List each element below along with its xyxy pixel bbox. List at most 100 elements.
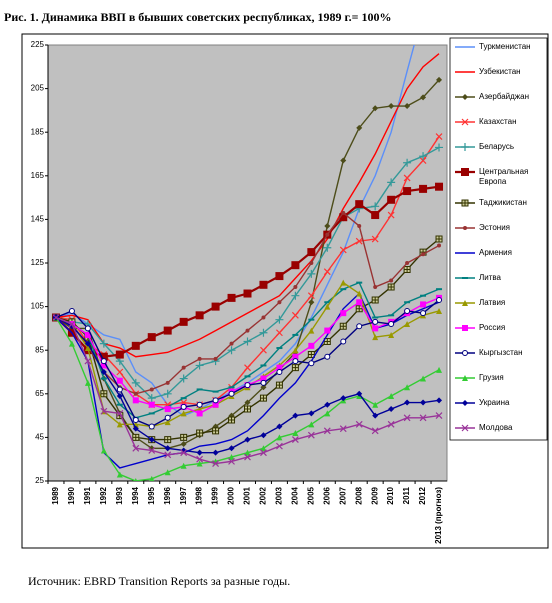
marker: [261, 315, 266, 320]
marker: [403, 266, 411, 274]
marker: [228, 454, 235, 461]
x-tick-label: 2007: [338, 486, 347, 504]
marker: [179, 317, 188, 326]
marker: [147, 333, 156, 342]
marker: [340, 338, 347, 345]
marker: [371, 202, 380, 211]
marker: [339, 425, 347, 433]
marker: [356, 299, 363, 306]
marker: [404, 307, 411, 314]
marker: [323, 268, 331, 276]
x-tick-label: 2005: [306, 486, 315, 504]
marker: [195, 311, 204, 320]
marker: [462, 94, 468, 100]
marker: [99, 352, 108, 361]
x-tick-label: 1999: [211, 486, 220, 504]
marker: [260, 384, 267, 391]
marker: [420, 301, 427, 308]
marker: [307, 292, 315, 300]
marker: [100, 390, 108, 398]
marker: [275, 315, 284, 324]
x-tick-label: 2008: [354, 486, 363, 504]
marker: [116, 409, 124, 417]
marker: [100, 369, 107, 375]
marker: [389, 278, 394, 283]
marker: [421, 252, 426, 257]
marker: [420, 310, 427, 317]
marker: [340, 395, 347, 402]
x-tick-label: 1995: [147, 486, 156, 504]
marker: [292, 412, 299, 419]
marker: [293, 284, 298, 289]
marker: [180, 433, 188, 441]
marker: [308, 421, 315, 428]
marker: [435, 182, 444, 191]
marker: [68, 320, 76, 328]
marker: [403, 158, 412, 167]
x-tick-label: 2003: [275, 486, 284, 504]
marker: [307, 269, 316, 278]
marker: [291, 311, 299, 319]
marker: [388, 103, 395, 110]
marker: [308, 410, 315, 417]
marker: [164, 469, 171, 476]
y-tick-label: 85: [35, 345, 44, 354]
marker: [116, 471, 123, 478]
marker: [196, 449, 203, 456]
marker: [163, 389, 172, 398]
marker: [419, 184, 428, 193]
marker: [372, 105, 379, 112]
marker: [227, 293, 236, 302]
marker: [197, 356, 202, 361]
marker: [323, 243, 332, 252]
marker: [196, 429, 204, 437]
marker: [132, 444, 140, 452]
marker: [227, 346, 236, 355]
marker: [324, 222, 331, 229]
x-tick-label: 1993: [115, 486, 124, 504]
marker: [195, 361, 204, 370]
marker: [245, 328, 250, 333]
marker: [244, 436, 251, 443]
y-tick-label: 125: [31, 258, 45, 267]
legend-label: Латвия: [479, 298, 505, 307]
marker: [212, 449, 219, 456]
legend-label: Эстония: [479, 223, 510, 232]
marker: [340, 157, 347, 164]
marker: [291, 261, 300, 270]
marker: [373, 284, 378, 289]
legend-label: Азербайджан: [479, 92, 529, 101]
marker: [340, 279, 347, 286]
marker: [277, 300, 282, 305]
marker: [132, 397, 139, 404]
marker: [436, 76, 443, 83]
marker: [165, 380, 170, 385]
marker: [372, 401, 379, 408]
marker: [213, 356, 218, 361]
marker: [324, 410, 331, 417]
marker: [435, 412, 443, 420]
marker: [244, 399, 251, 406]
marker: [196, 401, 203, 408]
chart-frame: [21, 33, 549, 549]
marker: [436, 297, 443, 304]
legend-label: Беларусь: [479, 142, 514, 151]
marker: [164, 419, 171, 426]
marker: [260, 375, 267, 382]
marker: [462, 325, 468, 331]
marker: [116, 377, 123, 384]
marker: [164, 406, 171, 413]
marker: [436, 366, 443, 373]
marker: [275, 272, 284, 281]
marker: [181, 365, 186, 370]
marker: [228, 457, 235, 465]
marker: [371, 296, 379, 304]
marker: [461, 118, 469, 126]
marker: [164, 445, 171, 452]
marker: [462, 300, 468, 306]
marker: [180, 410, 187, 417]
marker: [324, 303, 331, 310]
marker: [371, 211, 380, 220]
marker: [292, 353, 299, 360]
